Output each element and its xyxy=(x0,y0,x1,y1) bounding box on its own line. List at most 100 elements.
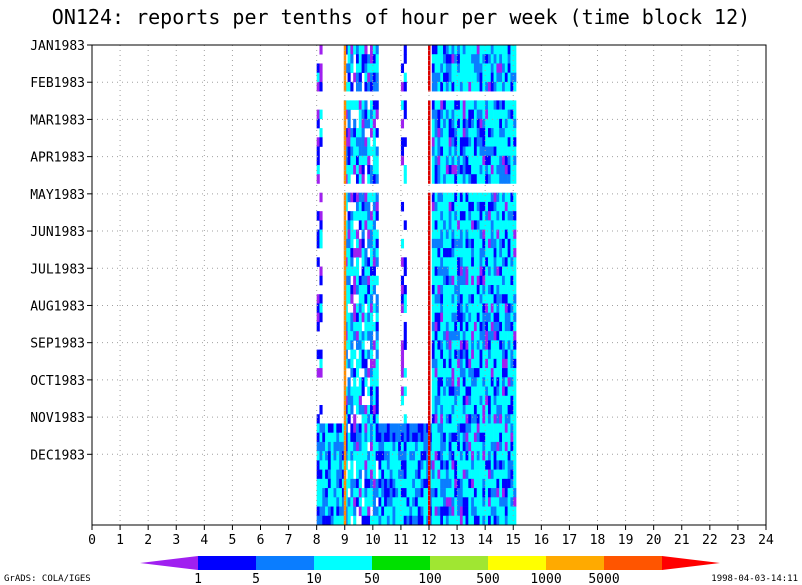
heat-cell xyxy=(496,405,500,415)
heat-cell xyxy=(513,368,517,378)
heat-cell xyxy=(454,72,458,83)
heat-cell xyxy=(355,368,360,378)
heat-cell xyxy=(445,377,449,387)
heat-cell xyxy=(434,432,438,443)
heat-cell xyxy=(412,469,416,480)
heat-cell xyxy=(431,229,435,240)
heat-cell xyxy=(423,515,427,526)
heat-cell xyxy=(333,469,337,480)
heat-cell xyxy=(389,515,393,526)
heat-cell xyxy=(507,331,511,341)
heat-cell xyxy=(440,294,444,304)
heat-cell xyxy=(361,285,365,295)
heat-cell xyxy=(493,386,497,397)
heat-cell xyxy=(465,192,469,203)
heat-cell xyxy=(487,414,492,424)
heat-cell xyxy=(375,488,379,498)
heat-cell xyxy=(429,488,433,498)
heat-cell xyxy=(490,81,494,92)
heat-cell xyxy=(339,488,343,498)
heat-cell xyxy=(400,386,405,397)
heat-cell xyxy=(476,100,480,110)
heat-cell xyxy=(493,100,497,110)
heat-cell xyxy=(487,45,492,55)
heat-cell xyxy=(375,441,379,452)
heat-cell xyxy=(434,266,438,277)
heat-cell xyxy=(440,405,444,415)
heat-cell xyxy=(504,340,508,350)
heat-cell xyxy=(437,349,441,360)
heat-cell xyxy=(344,248,348,258)
marker-line-segment xyxy=(343,506,347,517)
heat-cell xyxy=(459,146,463,157)
heat-cell xyxy=(448,321,452,332)
heat-cell xyxy=(372,285,376,295)
heat-cell xyxy=(457,146,461,157)
heat-cell xyxy=(502,395,506,406)
heat-cell xyxy=(431,405,435,415)
marker-line-segment xyxy=(428,386,431,397)
heat-cell xyxy=(457,321,461,332)
heat-cell xyxy=(479,386,483,397)
heat-cell xyxy=(384,432,388,443)
heat-cell xyxy=(341,497,346,507)
heat-cell xyxy=(493,497,497,507)
heat-cell xyxy=(448,155,452,166)
x-tick-label: 12 xyxy=(421,533,437,548)
heat-cell xyxy=(499,506,503,517)
heat-cell xyxy=(367,331,371,341)
heat-cell xyxy=(490,478,494,489)
heat-cell xyxy=(398,506,402,517)
heat-cell xyxy=(457,312,461,323)
heat-cell xyxy=(316,137,320,147)
heat-cell xyxy=(344,423,348,433)
heat-cell xyxy=(437,146,441,157)
heat-cell xyxy=(473,331,478,341)
heat-cell xyxy=(403,368,407,378)
heat-cell xyxy=(510,349,514,360)
heat-cell xyxy=(473,432,478,443)
heat-cell xyxy=(384,460,388,470)
heat-cell xyxy=(487,460,492,470)
heat-cell xyxy=(471,432,475,443)
heat-cell xyxy=(400,201,405,212)
heat-cell xyxy=(465,414,469,424)
heat-cell xyxy=(406,451,410,461)
heat-cell xyxy=(459,405,463,415)
heat-cell xyxy=(375,377,379,387)
heat-cell xyxy=(392,441,396,452)
heat-cell xyxy=(367,81,371,92)
heat-cell xyxy=(462,497,466,507)
heat-cell xyxy=(479,201,483,212)
heat-cell xyxy=(479,220,483,230)
heat-cell xyxy=(482,358,486,369)
heat-cell xyxy=(476,266,480,277)
heat-cell xyxy=(468,515,472,526)
heat-cell xyxy=(510,155,514,166)
heat-cell xyxy=(468,81,472,92)
heat-cell xyxy=(370,386,374,397)
heat-cell xyxy=(499,165,503,175)
heat-cell xyxy=(487,285,492,295)
heat-cell xyxy=(485,386,489,397)
heat-cell xyxy=(375,423,379,433)
x-tick-label: 21 xyxy=(674,533,690,548)
heat-cell xyxy=(319,192,323,203)
heat-cell xyxy=(485,146,489,157)
heat-cell xyxy=(355,248,360,258)
heat-cell xyxy=(437,45,441,55)
heat-cell xyxy=(493,349,497,360)
heat-cell xyxy=(350,488,354,498)
heat-cell xyxy=(490,220,494,230)
heat-cell xyxy=(355,275,360,286)
heat-cell xyxy=(471,460,475,470)
heat-cell xyxy=(457,81,461,92)
heat-cell xyxy=(482,331,486,341)
heat-cell xyxy=(358,109,362,120)
heat-cell xyxy=(431,81,435,92)
heat-cell xyxy=(451,488,455,498)
heat-cell xyxy=(423,423,427,433)
heat-cell xyxy=(355,192,360,203)
heat-cell xyxy=(361,349,365,360)
heat-cell xyxy=(353,275,357,286)
